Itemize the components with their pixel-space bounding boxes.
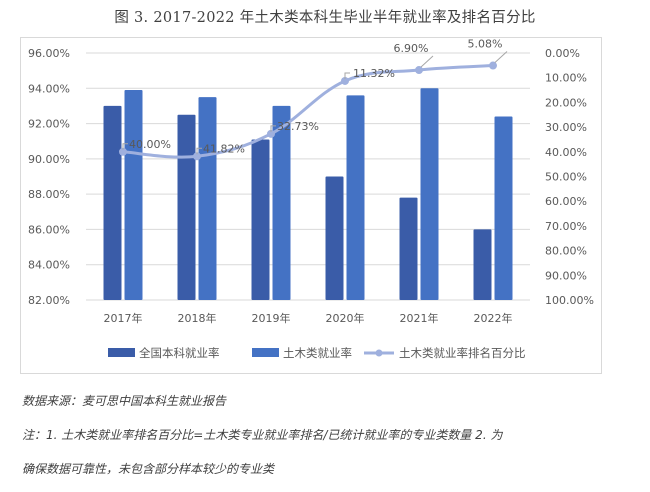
- right-axis-ticks: 0.00% 10.00% 20.00% 30.00% 40.00% 50.00% 60.00…: [545, 47, 594, 307]
- bar-civil: [198, 97, 217, 300]
- rank-data-label: 40.00%: [129, 138, 171, 151]
- left-axis-tick: 82.00%: [28, 294, 70, 307]
- label-leader: [420, 55, 434, 68]
- bar-civil: [346, 95, 365, 300]
- x-axis-tick: 2021年: [400, 311, 439, 325]
- data-source-note: 数据来源：麦可思中国本科生就业报告: [22, 394, 227, 408]
- label-leader: [122, 143, 128, 150]
- legend-label-civil: 土木类就业率: [283, 346, 352, 360]
- right-axis-tick: 90.00%: [545, 269, 587, 282]
- left-axis-ticks: 96.00% 94.00% 92.00% 90.00% 88.00% 86.00% 84.0…: [28, 47, 70, 307]
- right-axis-tick: 0.00%: [545, 47, 580, 60]
- x-axis-tick: 2022年: [474, 311, 513, 325]
- bar-national: [399, 197, 418, 300]
- x-axis-ticks: 2017年 2018年 2019年 2020年 2021年 2022年: [104, 311, 513, 325]
- right-axis-tick: 100.00%: [545, 294, 594, 307]
- bar-civil: [124, 90, 143, 300]
- label-leader: [344, 72, 350, 79]
- rank-line: [122, 64, 494, 159]
- bar-national: [325, 176, 344, 300]
- bar-civil: [494, 116, 513, 300]
- label-leader: [196, 147, 202, 155]
- legend-label-rank: 土木类就业率排名百分比: [399, 346, 526, 360]
- footnote-line-1: 注：1. 土木类就业率排名百分比=土木类专业就业率排名/已统计就业率的专业类数量…: [22, 428, 503, 442]
- bar-series: [103, 88, 513, 301]
- left-axis-tick: 86.00%: [28, 223, 70, 236]
- chart-canvas: 96.00% 94.00% 92.00% 90.00% 88.00% 86.00% 84.0…: [28, 38, 594, 360]
- rank-data-label: 41.82%: [203, 142, 245, 155]
- rank-marker: [341, 76, 349, 85]
- chart-title: 图 3. 2017-2022 年土木类本科生毕业半年就业率及排名百分比: [114, 10, 536, 26]
- bar-civil: [272, 105, 291, 300]
- right-axis-tick: 40.00%: [545, 146, 587, 159]
- line-series: 40.00% 41.82% 32.73% 11.32% 6.90% 5.08%: [119, 38, 508, 161]
- legend: 全国本科就业率 土木类就业率 土木类就业率排名百分比: [108, 346, 526, 360]
- rank-marker: [267, 129, 275, 138]
- bar-national: [177, 114, 196, 300]
- gridlines: [86, 52, 530, 301]
- left-axis-tick: 94.00%: [28, 82, 70, 95]
- left-axis-tick: 92.00%: [28, 118, 70, 131]
- label-leader: [270, 125, 276, 132]
- right-axis-tick: 60.00%: [545, 195, 587, 208]
- bar-national: [103, 105, 122, 300]
- rank-marker: [489, 61, 497, 70]
- x-axis-tick: 2017年: [104, 311, 143, 325]
- bar-national: [473, 229, 492, 300]
- bar-civil: [420, 88, 439, 301]
- rank-data-label: 6.90%: [394, 42, 429, 55]
- left-axis-tick: 84.00%: [28, 259, 70, 272]
- rank-data-label: 5.08%: [468, 38, 503, 51]
- right-axis-tick: 70.00%: [545, 220, 587, 233]
- label-leader: [494, 51, 508, 63]
- bar-national: [251, 139, 270, 300]
- left-axis-tick: 90.00%: [28, 153, 70, 166]
- legend-label-national: 全国本科就业率: [139, 346, 220, 360]
- rank-data-label: 32.73%: [277, 120, 319, 133]
- right-axis-tick: 10.00%: [545, 72, 587, 85]
- left-axis-tick: 96.00%: [28, 47, 70, 60]
- rank-marker: [119, 147, 127, 156]
- x-axis-tick: 2019年: [252, 311, 291, 325]
- legend-swatch-national: [108, 348, 135, 357]
- left-axis-tick: 88.00%: [28, 188, 70, 201]
- rank-marker: [193, 152, 201, 161]
- chart-frame: [20, 37, 602, 374]
- legend-marker-rank: [375, 349, 383, 357]
- right-axis-tick: 20.00%: [545, 96, 587, 109]
- footnote-line-2: 确保数据可靠性，未包含部分样本较少的专业类: [22, 462, 275, 476]
- right-axis-tick: 50.00%: [545, 171, 587, 184]
- rank-marker: [415, 66, 423, 75]
- legend-swatch-civil: [252, 348, 279, 357]
- right-axis-tick: 80.00%: [545, 245, 587, 258]
- x-axis-tick: 2018年: [178, 311, 217, 325]
- x-axis-tick: 2020年: [326, 311, 365, 325]
- right-axis-tick: 30.00%: [545, 121, 587, 134]
- rank-data-label: 11.32%: [353, 67, 395, 80]
